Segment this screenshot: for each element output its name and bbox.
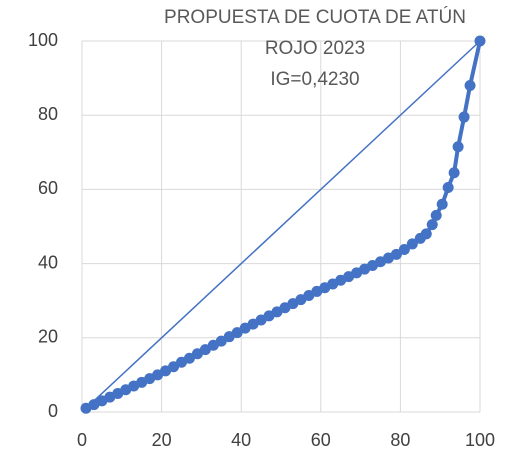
data-point — [436, 198, 448, 210]
y-tick-label: 20 — [38, 327, 58, 347]
x-tick-label: 20 — [152, 430, 172, 450]
data-point — [398, 244, 410, 256]
data-point — [426, 219, 438, 231]
x-tick-label: 40 — [231, 430, 251, 450]
data-point — [420, 228, 432, 240]
x-tick-label: 80 — [390, 430, 410, 450]
data-point — [448, 167, 460, 179]
y-tick-label: 80 — [38, 104, 58, 124]
y-tick-label: 60 — [38, 178, 58, 198]
y-tick-label: 100 — [28, 30, 58, 50]
chart-title: IG=0,4230 — [270, 69, 359, 90]
data-point — [458, 111, 470, 123]
x-tick-label: 0 — [77, 430, 87, 450]
equality-line — [85, 40, 481, 409]
data-point — [390, 248, 402, 260]
x-tick-label: 100 — [465, 430, 495, 450]
data-point — [430, 209, 442, 221]
data-point — [406, 238, 418, 250]
data-point — [452, 141, 464, 153]
chart-title: PROPUESTA DE CUOTA DE ATÚN — [164, 6, 466, 28]
x-tick-label: 60 — [311, 430, 331, 450]
y-tick-label: 0 — [48, 401, 58, 421]
y-tick-label: 40 — [38, 252, 58, 272]
data-point — [464, 80, 476, 92]
chart-title: ROJO 2023 — [265, 38, 365, 59]
data-point — [442, 182, 454, 194]
